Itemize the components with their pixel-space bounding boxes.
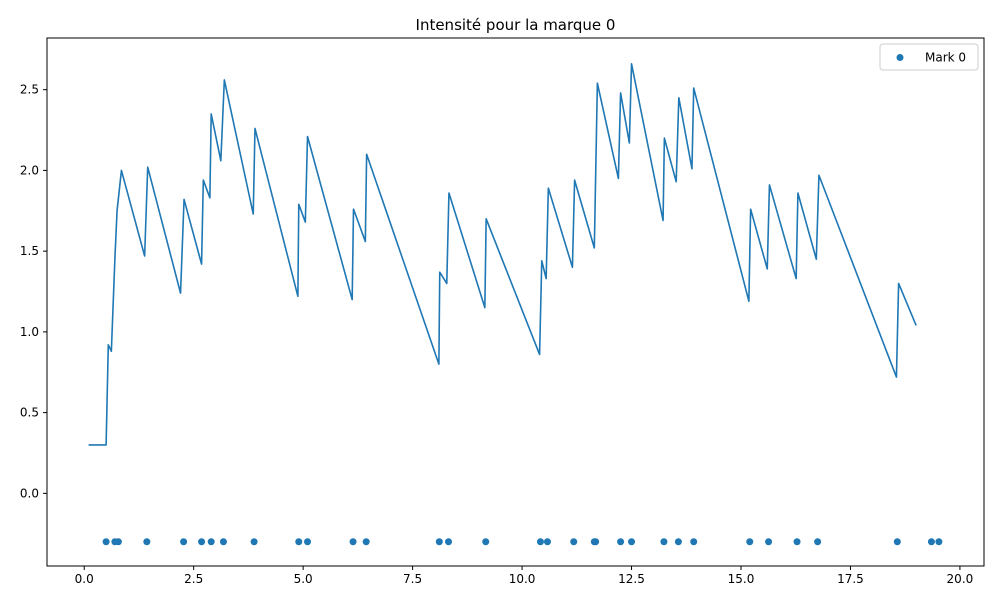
scatter-point	[660, 538, 668, 546]
scatter-point	[765, 538, 773, 546]
legend-label: Mark 0	[925, 51, 966, 65]
plot-area	[88, 63, 943, 546]
y-tick-label: 0.5	[20, 406, 39, 420]
x-tick-label: 15.0	[728, 572, 755, 586]
scatter-point	[674, 538, 682, 546]
chart-title: Intensité pour la marque 0	[416, 16, 616, 34]
x-tick-label: 20.0	[947, 572, 974, 586]
scatter-point	[893, 538, 901, 546]
scatter-point	[143, 538, 151, 546]
scatter-point	[793, 538, 801, 546]
x-tick-label: 5.0	[294, 572, 313, 586]
scatter-point	[617, 538, 625, 546]
y-tick-label: 1.5	[20, 244, 39, 258]
scatter-point	[102, 538, 110, 546]
x-tick-label: 10.0	[509, 572, 536, 586]
scatter-point	[814, 538, 822, 546]
scatter-point	[690, 538, 698, 546]
legend: Mark 0	[879, 43, 979, 71]
scatter-point	[445, 538, 453, 546]
scatter-point	[935, 538, 943, 546]
scatter-point	[114, 538, 122, 546]
x-tick-label: 12.5	[618, 572, 645, 586]
x-tick-label: 7.5	[403, 572, 422, 586]
axes-frame	[46, 37, 985, 567]
legend-marker	[896, 54, 904, 61]
scatter-point	[628, 538, 636, 546]
scatter-point	[746, 538, 754, 546]
x-tick-label: 17.5	[837, 572, 864, 586]
y-tick-label: 2.5	[20, 83, 39, 97]
y-axis: 0.0 0.5 1.0 1.5 2.0 2.5	[20, 83, 47, 500]
y-tick-label: 2.0	[20, 163, 39, 177]
scatter-point	[927, 538, 935, 546]
legend-box	[879, 43, 979, 71]
scatter-point	[349, 538, 357, 546]
scatter-point	[570, 538, 578, 546]
y-tick-label: 1.0	[20, 325, 39, 339]
scatter-point	[180, 538, 188, 546]
scatter-point	[362, 538, 370, 546]
scatter-point	[435, 538, 443, 546]
scatter-point	[250, 538, 258, 546]
y-tick-label: 0.0	[20, 486, 39, 500]
x-tick-label: 2.5	[184, 572, 203, 586]
scatter-point	[482, 538, 490, 546]
x-tick-label: 0.0	[75, 572, 94, 586]
scatter-point	[207, 538, 215, 546]
scatter-point	[543, 538, 551, 546]
x-axis: 0.0 2.5 5.0 7.5 10.0 12.5 15.0 17.5 20.0	[75, 566, 974, 586]
scatter-point	[536, 538, 544, 546]
scatter-point	[592, 538, 600, 546]
scatter-point	[304, 538, 312, 546]
intensity-line	[88, 63, 917, 446]
scatter-point	[219, 538, 227, 546]
scatter-point	[295, 538, 303, 546]
scatter-point	[198, 538, 206, 546]
